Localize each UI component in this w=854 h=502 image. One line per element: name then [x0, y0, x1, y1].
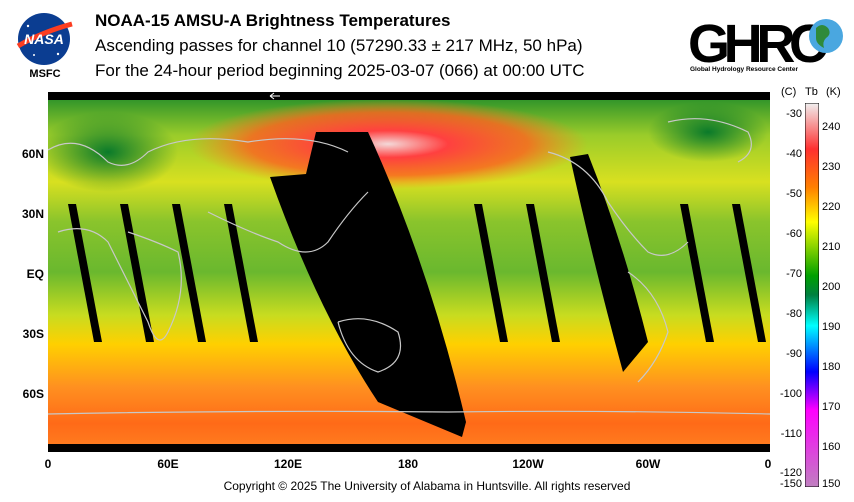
track-start-marker: [269, 92, 280, 100]
orbit-gap: [732, 204, 766, 342]
cold-region-atlantic: [48, 112, 178, 192]
orbit-gap: [68, 204, 102, 342]
colorbar-tick-k: 160: [822, 441, 841, 453]
colorbar-tick-k: 190: [822, 321, 841, 333]
orbit-gap: [474, 204, 508, 342]
colorbar-kelvin-header: (K): [826, 86, 841, 98]
nasa-logo-text: NASA: [24, 31, 64, 47]
orbit-gaps: [68, 204, 766, 342]
brightness-temperature-map: [48, 92, 770, 452]
colorbar-tick-k: 210: [822, 241, 841, 253]
lon-label-120w: 120W: [512, 457, 544, 471]
image-subtitle: Ascending passes for channel 10 (57290.3…: [95, 36, 583, 55]
colorbar-tick-k: 240: [822, 121, 841, 133]
colorbar-tb-header: Tb: [805, 86, 818, 98]
lon-label-60e: 60E: [157, 457, 179, 471]
lon-label-0: 0: [44, 457, 52, 471]
lat-label-30n: 30N: [21, 207, 44, 221]
no-data-strip-south: [48, 444, 770, 452]
lon-label-0-end: 0: [764, 457, 772, 471]
colorbar-tick-k: 150: [822, 478, 841, 490]
orbit-gap: [172, 204, 206, 342]
colorbar-celsius-header: (C): [781, 86, 797, 98]
lat-label-30s: 30S: [22, 327, 44, 341]
colorbar-tick-c: -90: [786, 348, 802, 360]
colorbar-tick-c: -110: [780, 428, 802, 440]
colorbar-tick-k: 200: [822, 281, 841, 293]
image-title: NOAA-15 AMSU-A Brightness Temperatures: [95, 11, 451, 30]
orbit-gap: [120, 204, 154, 342]
nasa-logo: NASA: [16, 13, 73, 65]
cold-region-arctic: [648, 102, 768, 162]
orbit-gap: [526, 204, 560, 342]
ghrc-logo-text: GHRC: [688, 14, 828, 70]
colorbar: [805, 103, 819, 487]
coastlines: [48, 118, 770, 415]
lon-label-180: 180: [397, 457, 419, 471]
colorbar-tick-c: -60: [786, 228, 802, 240]
orbit-gap: [680, 204, 714, 342]
coastline: [627, 271, 669, 383]
colorbar-tick-k: 220: [822, 201, 841, 213]
polar-warm-region: [188, 99, 588, 189]
coastline: [48, 138, 349, 166]
coastline: [547, 151, 689, 256]
colorbar-tick-k: 180: [822, 361, 841, 373]
period-label: For the 24-hour period beginning 2025-03…: [95, 61, 585, 80]
coastline: [57, 228, 182, 341]
lat-label-60s: 60S: [22, 387, 44, 401]
msfc-label: MSFC: [29, 68, 61, 80]
coastline: [207, 191, 369, 253]
colorbar-tick-c: -100: [779, 388, 802, 400]
colorbar-tick-c: -70: [786, 268, 802, 280]
colorbar-tick-c: -80: [786, 308, 802, 320]
no-data-strip-north: [48, 92, 770, 100]
lat-label-60n: 60N: [21, 147, 44, 161]
coastline: [667, 118, 752, 163]
colorbar-tick-c: -150: [779, 478, 802, 490]
ghrc-logo: GHRC: [688, 14, 843, 70]
coastline: [337, 318, 402, 373]
colorbar-tick-c: -50: [786, 188, 802, 200]
copyright-notice: Copyright © 2025 The University of Alaba…: [223, 479, 631, 493]
colorbar-tick-k: 230: [822, 161, 841, 173]
colorbar-tick-k: 170: [822, 401, 841, 413]
orbit-gap: [224, 204, 258, 342]
coastline: [48, 410, 770, 415]
missing-swath-pacific: [270, 132, 466, 437]
lon-label-60w: 60W: [635, 457, 661, 471]
lon-label-120e: 120E: [273, 457, 303, 471]
colorbar-tick-c: -120: [779, 467, 802, 479]
colorbar-tick-c: -40: [786, 148, 802, 160]
colorbar-tick-c: -30: [786, 108, 802, 120]
missing-swath-americas: [570, 154, 648, 372]
ghrc-subtitle: Global Hydrology Resource Center: [690, 66, 798, 73]
lat-label-eq: EQ: [26, 267, 44, 281]
